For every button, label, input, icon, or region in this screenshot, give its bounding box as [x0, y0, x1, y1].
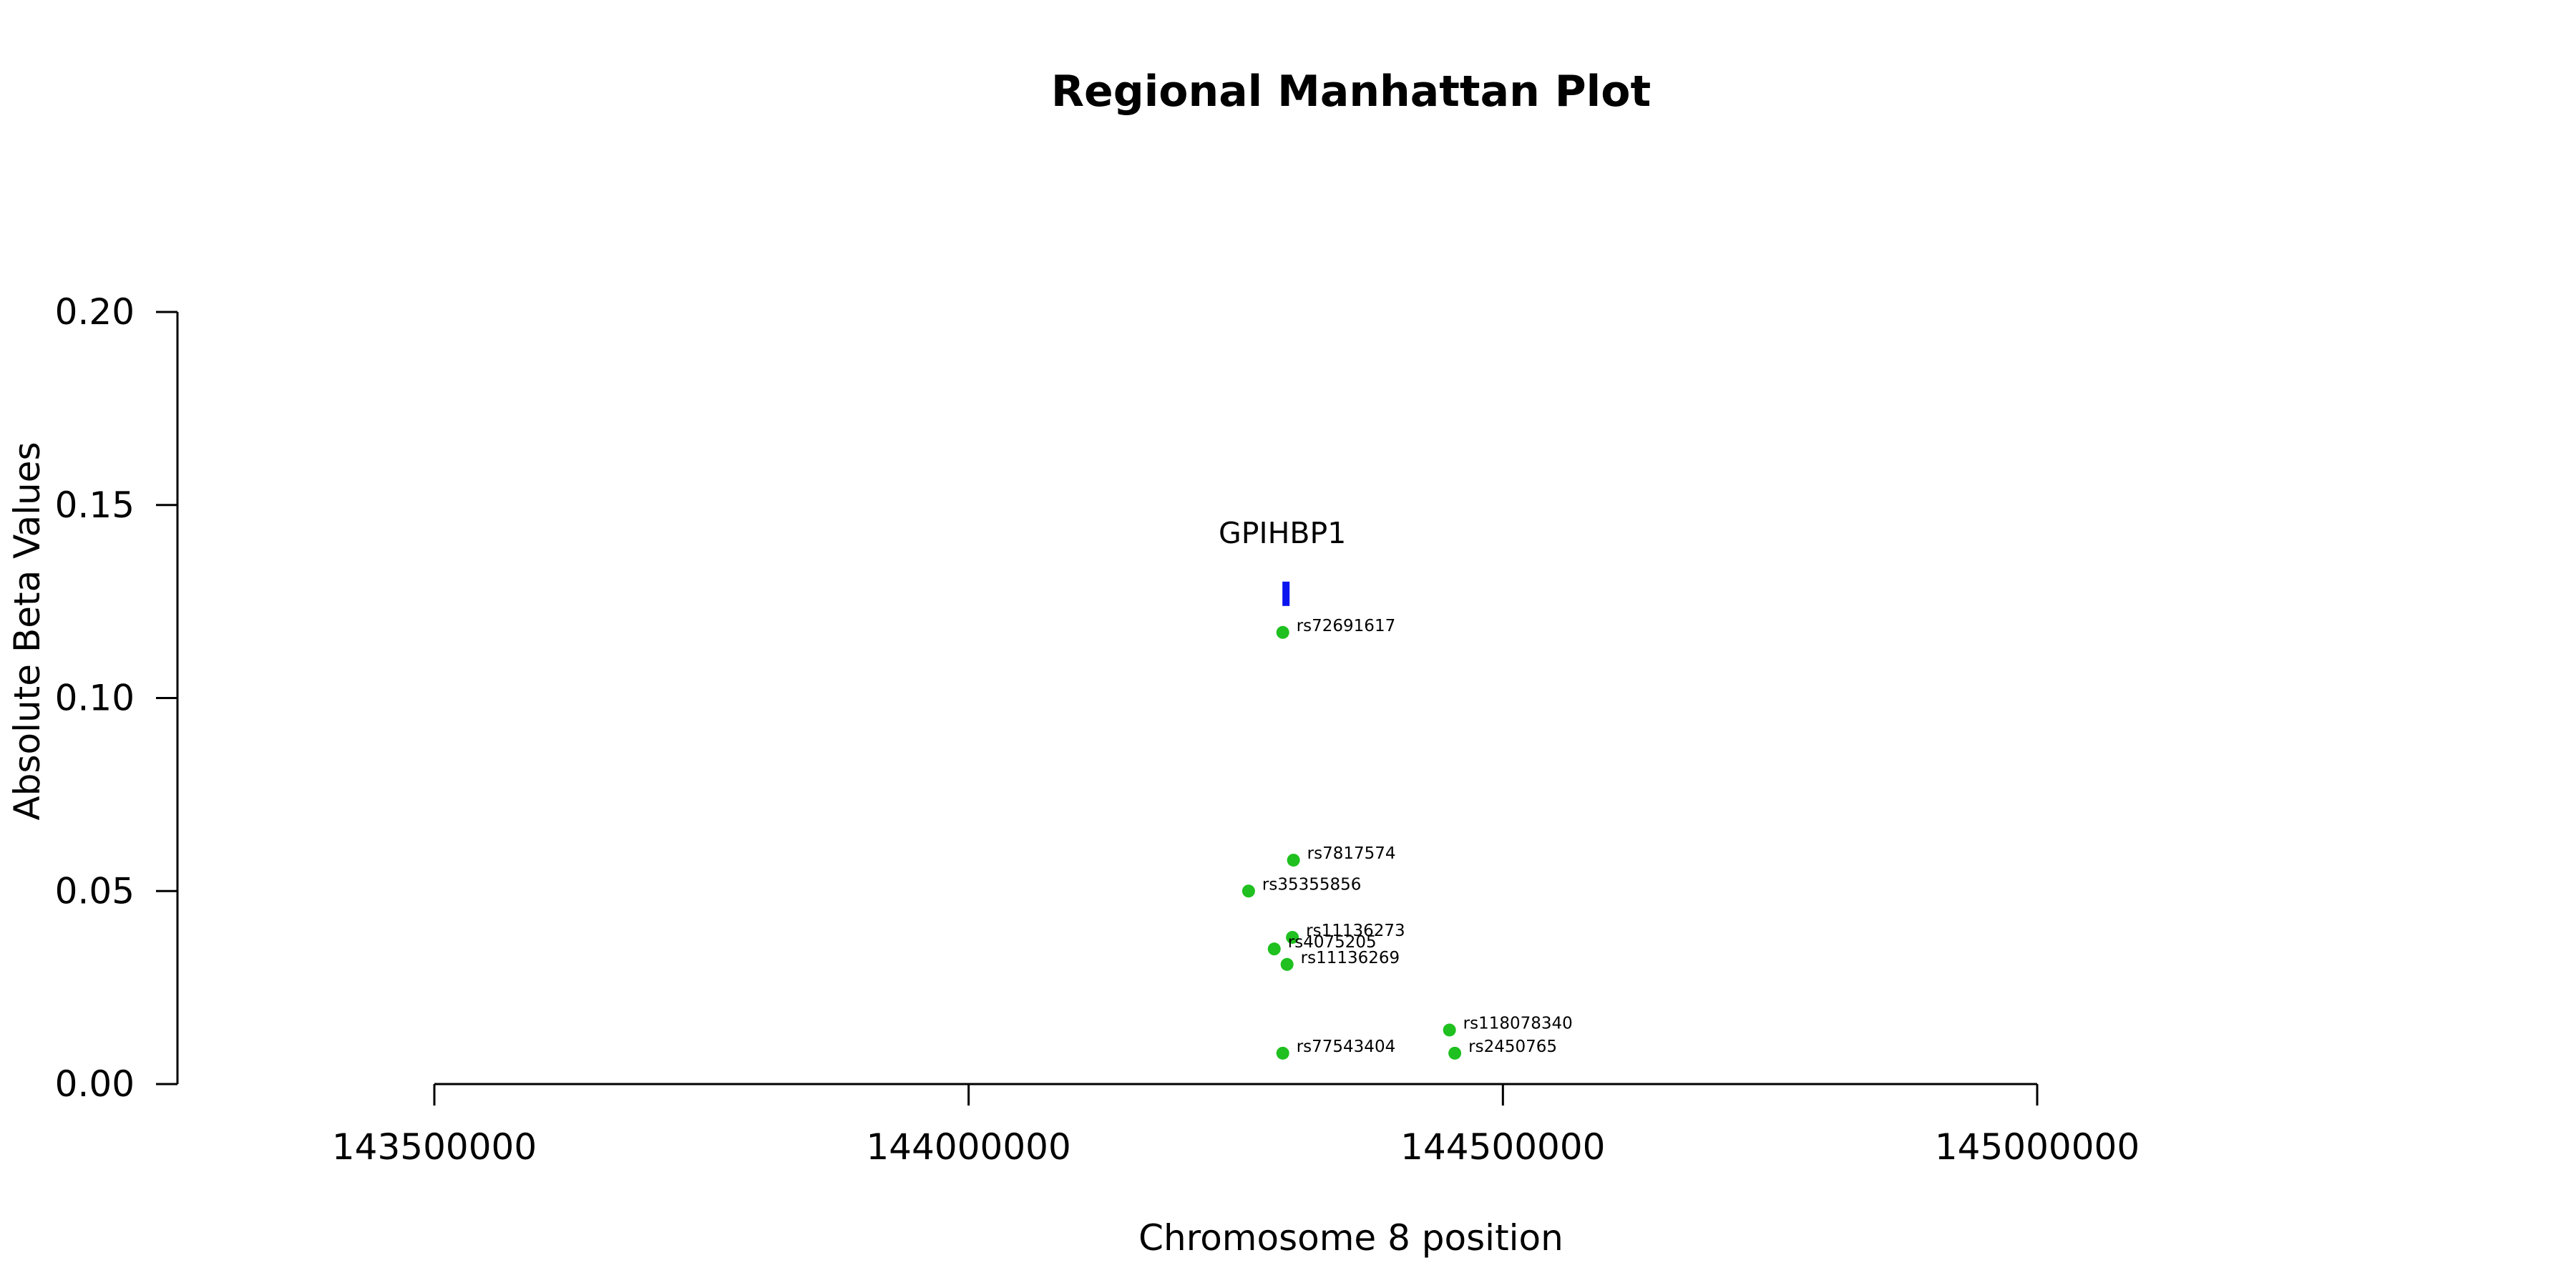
- gene-bar: [1282, 581, 1290, 606]
- snp-points: rs72691617rs7817574rs35355856rs11136273r…: [1241, 617, 1573, 1060]
- snp-point: [1287, 854, 1300, 867]
- snp-label: rs11136269: [1301, 949, 1400, 967]
- snp-label: rs4075205: [1288, 933, 1377, 952]
- snp-point: [1286, 930, 1299, 944]
- snp-label: rs77543404: [1297, 1038, 1396, 1056]
- snp-label: rs72691617: [1297, 617, 1396, 635]
- x-tick-label: 144500000: [1400, 1126, 1605, 1168]
- y-tick-label: 0.10: [55, 678, 135, 719]
- x-axis: 143500000 144000000 144500000 145000000: [332, 1083, 2140, 1168]
- x-tick-label: 145000000: [1935, 1126, 2140, 1168]
- snp-point: [1443, 1023, 1456, 1037]
- snp-point: [1267, 942, 1281, 956]
- snp-label: rs118078340: [1463, 1014, 1573, 1033]
- x-tick-label: 144000000: [867, 1126, 1071, 1168]
- snp-point: [1448, 1046, 1462, 1060]
- snp-point: [1280, 957, 1294, 971]
- snp-label: rs2450765: [1468, 1038, 1557, 1056]
- snp-point: [1276, 1046, 1289, 1060]
- snp-point: [1241, 884, 1255, 898]
- chart-title: Regional Manhattan Plot: [1051, 67, 1651, 117]
- x-axis-label: Chromosome 8 position: [1138, 1217, 1563, 1259]
- y-tick-label: 0.20: [55, 291, 135, 333]
- y-axis: 0.00 0.05 0.10 0.15 0.20: [55, 291, 179, 1105]
- snp-label: rs7817574: [1307, 844, 1396, 863]
- snp-label: rs35355856: [1262, 875, 1362, 894]
- y-tick-label: 0.15: [55, 484, 135, 526]
- snp-label: rs11136273: [1306, 922, 1405, 940]
- gene-track: GPIHBP1: [1219, 516, 1346, 606]
- x-tick-label: 143500000: [332, 1126, 537, 1168]
- y-tick-label: 0.00: [55, 1063, 135, 1105]
- snp-point: [1276, 625, 1289, 639]
- y-axis-label: Absolute Beta Values: [6, 442, 48, 821]
- gene-label: GPIHBP1: [1219, 516, 1346, 550]
- y-tick-label: 0.05: [55, 870, 135, 912]
